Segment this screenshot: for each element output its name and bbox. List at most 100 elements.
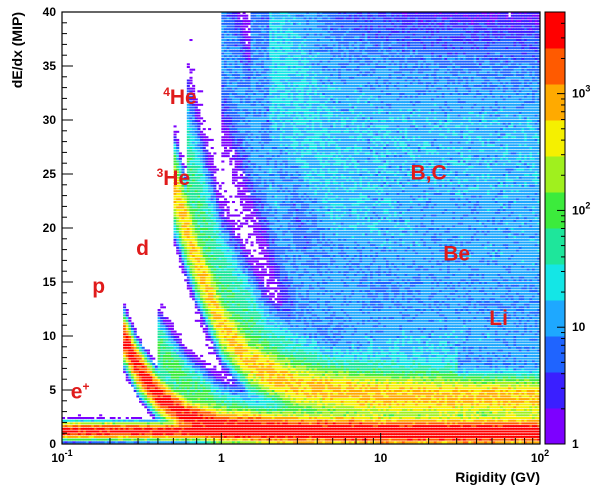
heatmap-cell <box>179 433 182 435</box>
heatmap-cell <box>208 185 211 187</box>
heatmap-cell <box>182 368 185 370</box>
heatmap-cell <box>224 366 227 368</box>
heatmap-cell <box>126 368 129 370</box>
heatmap-cell <box>213 301 216 303</box>
heatmap-cell <box>176 379 179 381</box>
heatmap-cell <box>126 358 129 360</box>
heatmap-cell <box>189 120 192 122</box>
heatmap-cell <box>205 182 208 184</box>
heatmap-cell <box>229 431 232 433</box>
heatmap-cell <box>176 204 179 206</box>
heatmap-cell <box>195 128 198 130</box>
heatmap-cell <box>219 350 222 352</box>
heatmap-cell <box>174 417 177 419</box>
heatmap-cell <box>227 120 230 122</box>
heatmap-cell <box>216 225 219 227</box>
heatmap-cell <box>216 323 219 325</box>
heatmap-cell <box>86 431 89 433</box>
heatmap-cell <box>147 401 150 403</box>
heatmap-cell <box>160 336 163 338</box>
heatmap-cell <box>216 414 219 416</box>
heatmap-cell <box>192 123 195 125</box>
heatmap-cell <box>179 401 182 403</box>
heatmap-cell <box>197 398 200 400</box>
heatmap-cell <box>224 23 227 25</box>
heatmap-cell <box>221 341 224 343</box>
heatmap-cell <box>184 263 187 265</box>
heatmap-cell <box>171 420 174 422</box>
heatmap-cell <box>174 355 177 357</box>
heatmap-cell <box>221 420 224 422</box>
heatmap-cell <box>229 123 232 125</box>
heatmap-cell <box>221 239 224 241</box>
heatmap-cell <box>166 350 169 352</box>
heatmap-cell <box>221 385 224 387</box>
heatmap-cell <box>123 331 126 333</box>
heatmap-cell <box>216 341 219 343</box>
heatmap-cell <box>216 317 219 319</box>
heatmap-cell <box>160 347 163 349</box>
heatmap-cell <box>192 193 195 195</box>
heatmap-cell <box>200 223 203 225</box>
heatmap-cell <box>94 436 97 438</box>
heatmap-cell <box>136 428 139 430</box>
heatmap-cell <box>195 134 198 136</box>
heatmap-cell <box>184 368 187 370</box>
heatmap-cell <box>224 431 227 433</box>
heatmap-cell <box>187 287 190 289</box>
heatmap-cell <box>158 417 161 419</box>
heatmap-cell <box>224 271 227 273</box>
heatmap-cell <box>219 428 222 430</box>
heatmap-cell <box>221 336 224 338</box>
heatmap-cell <box>224 255 227 257</box>
heatmap-cell <box>174 382 177 384</box>
heatmap-cell <box>174 428 177 430</box>
heatmap-cell <box>229 147 232 149</box>
heatmap-cell <box>144 431 147 433</box>
heatmap-cell <box>213 269 216 271</box>
heatmap-cell <box>213 385 216 387</box>
heatmap-cell <box>227 115 230 117</box>
heatmap-cell <box>221 422 224 424</box>
heatmap-cell <box>213 412 216 414</box>
heatmap-cell <box>224 339 227 341</box>
heatmap-cell <box>203 166 206 168</box>
heatmap-cell <box>208 233 211 235</box>
heatmap-cell <box>70 439 73 441</box>
heatmap-cell <box>163 347 166 349</box>
heatmap-cell <box>208 431 211 433</box>
heatmap-cell <box>203 398 206 400</box>
heatmap-cell <box>168 377 171 379</box>
heatmap-cell <box>182 352 185 354</box>
heatmap-cell <box>189 231 192 233</box>
heatmap-cell <box>102 425 105 427</box>
heatmap-cell <box>187 374 190 376</box>
heatmap-cell <box>187 366 190 368</box>
heatmap-cell <box>213 252 216 254</box>
heatmap-cell <box>97 420 100 422</box>
heatmap-cell <box>197 431 200 433</box>
heatmap-cell <box>211 333 214 335</box>
heatmap-cell <box>179 250 182 252</box>
heatmap-cell <box>187 417 190 419</box>
heatmap-cell <box>221 306 224 308</box>
heatmap-cell <box>203 233 206 235</box>
heatmap-cell <box>219 323 222 325</box>
heatmap-cell <box>73 417 76 419</box>
heatmap-cell <box>200 104 203 106</box>
heatmap-cell <box>174 220 177 222</box>
heatmap-cell <box>224 314 227 316</box>
heatmap-cell <box>115 425 118 427</box>
heatmap-cell <box>227 371 230 373</box>
heatmap-cell <box>168 360 171 362</box>
heatmap-cell <box>192 220 195 222</box>
heatmap-cell <box>203 266 206 268</box>
heatmap-cell <box>227 287 230 289</box>
heatmap-cell <box>213 333 216 335</box>
heatmap-cell <box>150 360 153 362</box>
heatmap-cell <box>174 385 177 387</box>
heatmap-cell <box>224 209 227 211</box>
heatmap-cell <box>144 355 147 357</box>
heatmap-cell <box>195 169 198 171</box>
